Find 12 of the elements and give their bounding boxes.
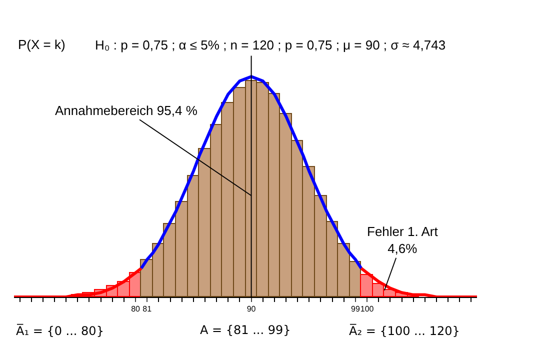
chart-title: H₀ : p = 0,75 ; α ≤ 5% ; n = 120 ; p = 0,75 ; μ = 90 ; σ ≈ 4,743 (95, 38, 446, 53)
annotation: Fehler 1. Art 4,6% (367, 224, 438, 256)
x-tick-label: 100 (360, 304, 374, 314)
text: A̅₂ = {100 ... 120} (349, 323, 460, 338)
x-tick-label: 99 (351, 304, 360, 314)
annotation: Annahmebereich 95,4 % (55, 103, 198, 118)
x-tick-label: 90 (246, 304, 256, 314)
text: A = {81 ... 99} (200, 323, 291, 337)
y-axis-title: P(X = k) (18, 37, 66, 52)
x-tick-label: 80 (131, 304, 141, 314)
x-tick-label: 81 (142, 304, 152, 314)
text: A̅₁ = {0 ... 80} (16, 323, 104, 338)
